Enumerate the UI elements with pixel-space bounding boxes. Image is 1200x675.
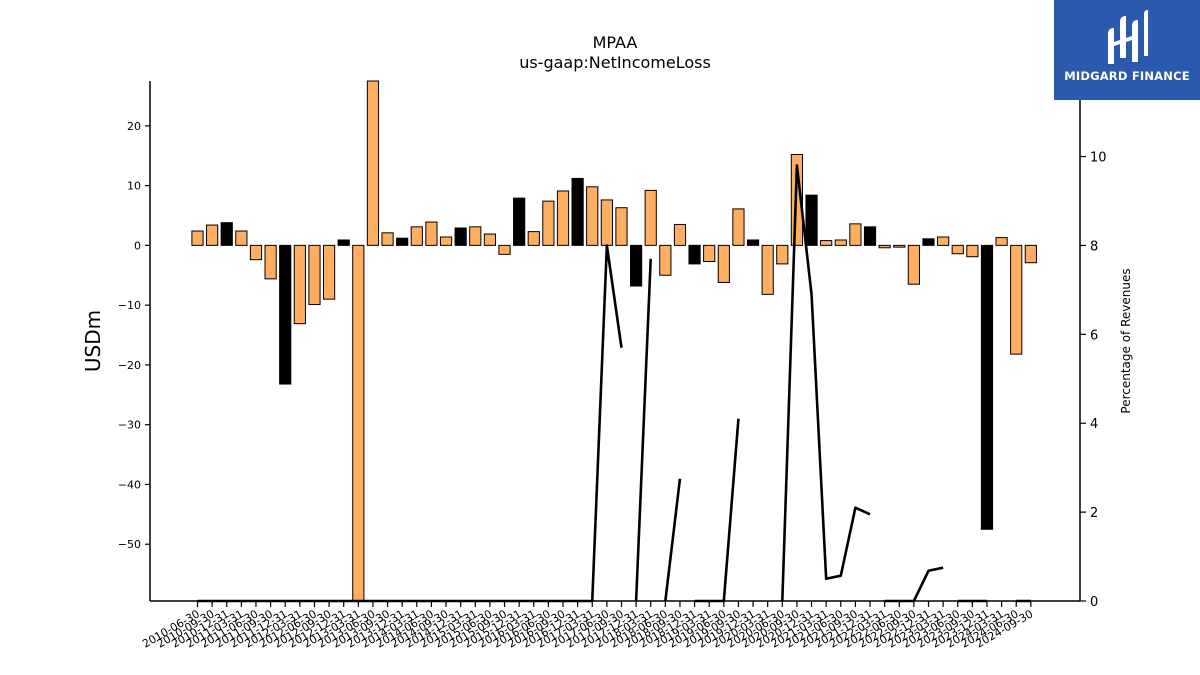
bar-2019-06-30 — [717, 244, 730, 283]
y-left-tick-label: −30 — [118, 419, 141, 432]
y-right-tick-label: 8 — [1090, 239, 1098, 254]
y-left-tick-label: 20 — [127, 120, 141, 133]
chart-subtitle: us-gaap:NetIncomeLoss — [519, 53, 711, 72]
y-right-tick-label: 0 — [1090, 595, 1098, 610]
bar-2015-09-30 — [498, 244, 511, 255]
y-right-tick-label: 2 — [1090, 506, 1098, 521]
bar-2021-12-31 — [863, 226, 877, 246]
bar-2017-06-30 — [600, 199, 613, 246]
logo-text: MIDGARD FINANCE — [1064, 69, 1190, 83]
chart-title: MPAA — [593, 33, 638, 52]
bar-2018-06-30 — [659, 244, 672, 276]
bar-2014-06-30 — [425, 221, 438, 246]
bar-2012-06-30 — [308, 244, 321, 306]
y-right-tick-label: 6 — [1090, 328, 1098, 343]
bar-2016-12-31 — [571, 177, 584, 246]
bar-2022-12-31 — [922, 238, 935, 246]
bar-2011-12-31 — [279, 244, 292, 385]
y-axis-right-label: Percentage of Revenues — [1119, 268, 1133, 413]
bar-2015-06-30 — [483, 233, 496, 246]
bar-2019-09-30 — [732, 208, 745, 246]
bar-2016-06-30 — [542, 200, 555, 246]
bar-2021-03-31 — [820, 240, 833, 246]
y-right-tick-label: 4 — [1090, 417, 1098, 432]
bar-2019-12-31 — [746, 239, 760, 246]
y-left-tick-label: 10 — [127, 180, 141, 193]
bar-2011-09-30 — [264, 244, 277, 280]
y-left-tick-label: 0 — [134, 239, 141, 252]
bar-2024-09-30 — [1024, 244, 1037, 264]
bar-2024-03-31 — [995, 237, 1008, 246]
bar-2021-09-30 — [849, 223, 862, 246]
bar-2022-03-31 — [878, 244, 891, 249]
y-left-tick-label: −50 — [118, 538, 141, 551]
bar-2013-03-31 — [352, 244, 365, 602]
bar-2017-09-30 — [615, 207, 628, 246]
bar-2014-09-30 — [439, 236, 453, 246]
bar-2013-12-31 — [396, 237, 409, 246]
bar-2023-03-31 — [937, 236, 950, 246]
bar-2010-06-30 — [191, 230, 204, 246]
midgard-logo-icon — [1108, 10, 1148, 64]
midgard-finance-logo: MIDGARD FINANCE — [1054, 0, 1200, 100]
bar-2020-06-30 — [776, 244, 789, 265]
y-left-tick-label: −40 — [118, 478, 141, 491]
bar-2010-12-31 — [220, 222, 233, 246]
bar-2015-12-31 — [513, 197, 526, 246]
bar-2022-06-30 — [893, 244, 906, 248]
bar-2014-12-31 — [454, 227, 467, 246]
bar-2012-03-31 — [293, 244, 306, 325]
bar-2021-06-30 — [834, 239, 847, 246]
axes-layer: 20100−10−20−30−40−5002468102010-06-30201… — [118, 81, 1107, 651]
bar-2023-06-30 — [951, 244, 964, 255]
bar-2018-09-30 — [673, 223, 687, 246]
bar-2013-09-30 — [381, 232, 394, 246]
bar-2015-03-31 — [469, 226, 482, 246]
line-layer — [197, 164, 1031, 603]
bar-2011-03-31 — [235, 230, 248, 246]
bar-2023-12-31 — [980, 244, 994, 530]
y-left-tick-label: −10 — [118, 299, 141, 312]
bar-2014-03-31 — [410, 226, 423, 246]
y-left-tick-label: −20 — [118, 359, 141, 372]
bars-layer — [191, 80, 1037, 602]
bar-2011-06-30 — [249, 244, 263, 261]
bar-2024-06-30 — [1010, 244, 1023, 355]
bar-2012-09-30 — [322, 244, 336, 300]
bar-2022-09-30 — [907, 244, 920, 285]
bar-2017-03-31 — [586, 186, 599, 246]
y-axis-left-label: USDm — [81, 310, 105, 372]
bar-2019-03-31 — [703, 244, 716, 263]
bar-2017-12-31 — [630, 244, 643, 287]
bar-2020-12-31 — [805, 194, 818, 246]
bar-2016-09-30 — [556, 190, 570, 246]
y-right-tick-label: 10 — [1090, 151, 1107, 166]
bar-2018-03-31 — [644, 189, 657, 246]
bar-2012-12-31 — [337, 239, 350, 246]
bar-2016-03-31 — [527, 231, 540, 246]
bar-2013-06-30 — [366, 80, 380, 246]
bar-2018-12-31 — [688, 244, 701, 265]
bar-2010-09-30 — [206, 224, 219, 246]
bar-2023-09-30 — [966, 244, 979, 258]
percentage-of-revenues-line — [197, 164, 1031, 603]
bar-2020-03-31 — [761, 244, 774, 295]
